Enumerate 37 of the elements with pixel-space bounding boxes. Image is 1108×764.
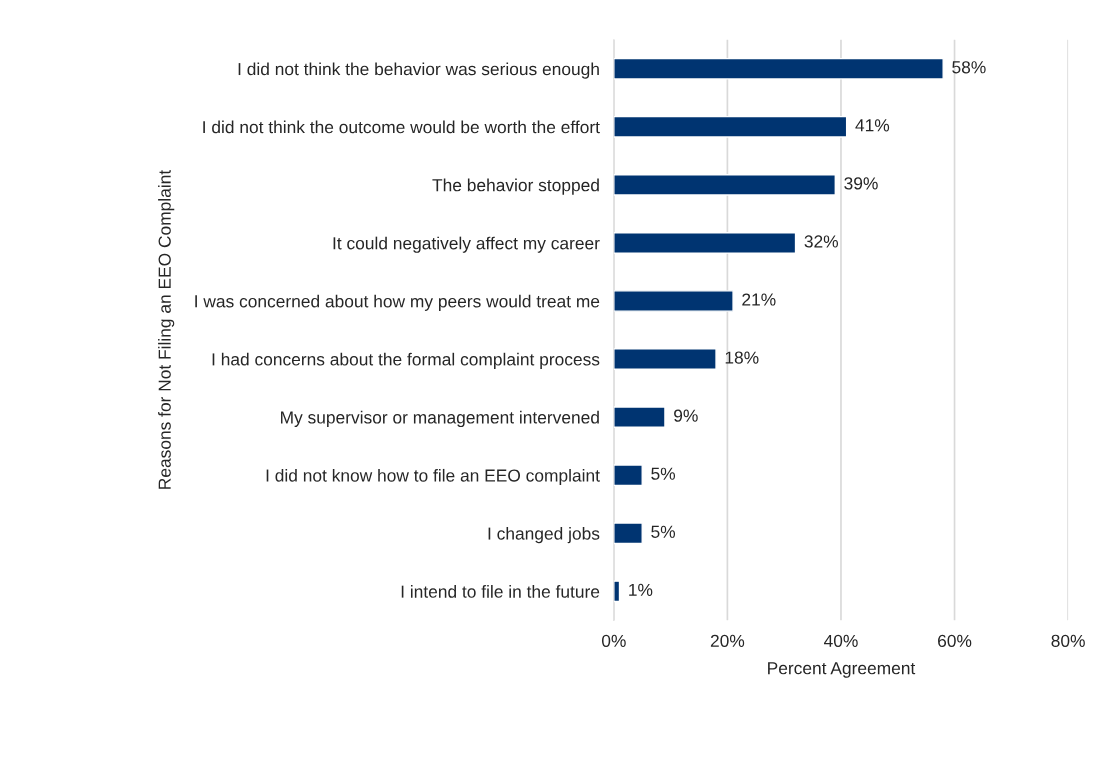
data-label: 5% — [651, 525, 676, 538]
bar — [613, 174, 836, 196]
x-axis-title: Percent Agreement — [768, 662, 916, 678]
data-label: 1% — [629, 583, 653, 596]
y-tick-label: I changed jobs — [488, 526, 600, 544]
x-tick-label: 80% — [1051, 634, 1085, 648]
y-tick-label: The behavior stopped — [432, 178, 599, 195]
data-label: 5% — [651, 467, 676, 480]
bar — [613, 406, 666, 429]
bar — [613, 464, 643, 487]
data-label: 18% — [725, 351, 759, 364]
data-label: 39% — [844, 177, 878, 190]
data-label: 41% — [855, 119, 890, 132]
y-tick-label: I did not think the outcome would be worth the effort — [203, 120, 600, 134]
data-label: 9% — [674, 409, 698, 422]
y-axis-title: Reasons for Not Filing an EEO Complaint — [158, 169, 175, 489]
x-tick-label: 0% — [601, 634, 626, 648]
bar — [613, 115, 848, 138]
y-tick-label: I intend to file in the future — [401, 585, 600, 598]
y-tick-label: I did not think the behavior was serious enough — [238, 62, 599, 79]
bar — [613, 57, 944, 80]
bar — [613, 290, 734, 312]
x-tick-label: 40% — [824, 634, 858, 648]
y-tick-label: My supervisor or management intervened — [281, 410, 599, 428]
bar — [613, 580, 621, 603]
bar — [613, 522, 643, 545]
y-tick-label: It could negatively affect my career — [333, 236, 600, 253]
data-label: 58% — [952, 61, 986, 74]
bar — [613, 348, 717, 370]
bar — [613, 232, 797, 254]
data-label: 32% — [804, 235, 839, 248]
y-tick-label: I was concerned about how my peers would treat me — [195, 294, 600, 311]
y-tick-label: I had concerns about the formal complaint process — [212, 352, 600, 369]
x-tick-label: 60% — [938, 634, 972, 648]
y-tick-label: I did not know how to file an EEO complaint — [266, 468, 600, 486]
data-label: 21% — [742, 293, 776, 306]
x-tick-label: 20% — [710, 634, 745, 648]
